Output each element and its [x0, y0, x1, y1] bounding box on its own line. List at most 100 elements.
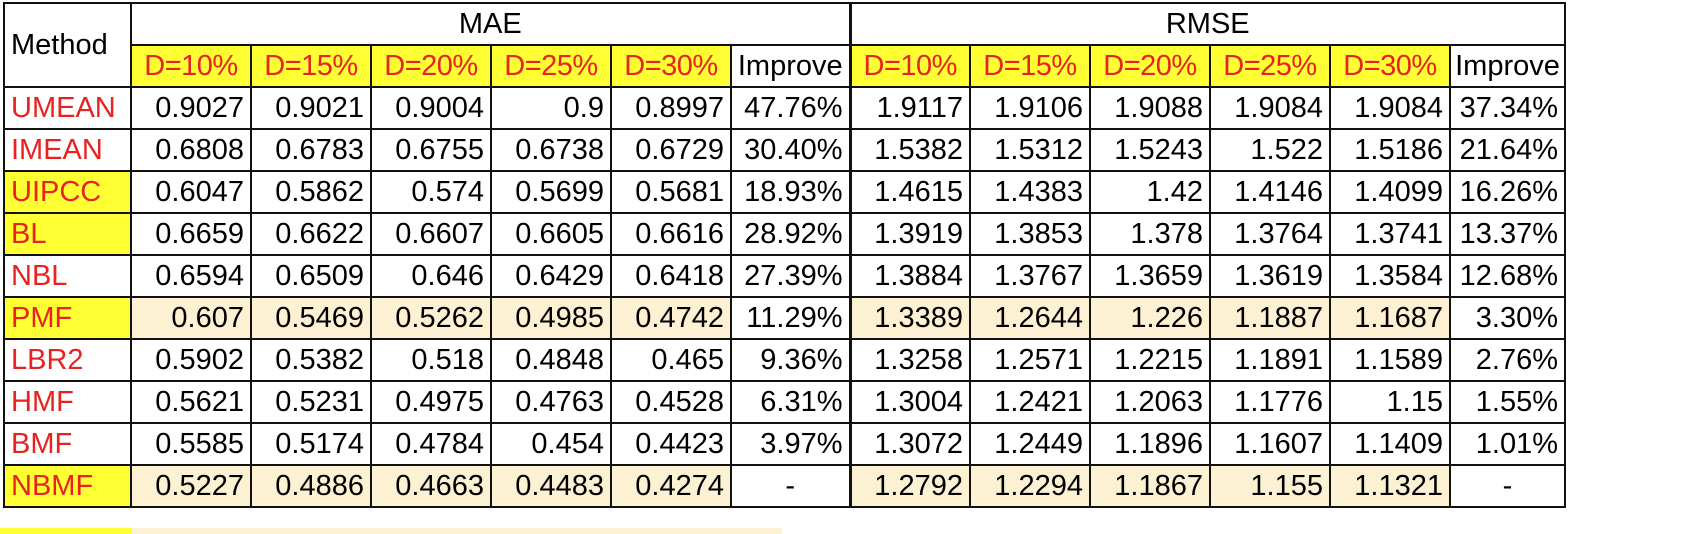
- mae-value-cell: 0.4784: [370, 422, 492, 466]
- rmse-value-cell: 1.9088: [1089, 86, 1211, 130]
- method-name-cell: LBR2: [3, 338, 132, 382]
- rmse-density-header: D=20%: [1089, 44, 1211, 88]
- rmse-value-cell: 1.3659: [1089, 254, 1211, 298]
- mae-value-cell: 0.6616: [610, 212, 732, 256]
- rmse-improve-cell: 13.37%: [1449, 212, 1566, 256]
- method-name-cell: HMF: [3, 380, 132, 424]
- rmse-value-cell: 1.1687: [1329, 296, 1451, 340]
- mae-value-cell: 0.6607: [370, 212, 492, 256]
- rmse-group-header: RMSE: [848, 2, 1566, 46]
- mae-density-header: D=30%: [610, 44, 732, 88]
- mae-value-cell: 0.8997: [610, 86, 732, 130]
- rmse-value-cell: 1.5382: [848, 128, 971, 172]
- method-name-cell: PMF: [3, 296, 132, 340]
- mae-value-cell: 0.5262: [370, 296, 492, 340]
- mae-density-header: D=15%: [250, 44, 372, 88]
- mae-improve-cell: 28.92%: [730, 212, 851, 256]
- method-name-cell: BMF: [3, 422, 132, 466]
- mae-improve-cell: 6.31%: [730, 380, 851, 424]
- rmse-value-cell: 1.4146: [1209, 170, 1331, 214]
- mae-value-cell: 0.5174: [250, 422, 372, 466]
- rmse-value-cell: 1.2294: [969, 464, 1091, 508]
- rmse-improve-cell: 2.76%: [1449, 338, 1566, 382]
- rmse-improve-cell: 1.01%: [1449, 422, 1566, 466]
- table-row: UIPCC 0.6047 0.5862 0.574 0.5699 0.5681 18.93%…: [3, 170, 1566, 214]
- mae-value-cell: 0.4742: [610, 296, 732, 340]
- mae-value-cell: 0.6605: [490, 212, 612, 256]
- rmse-improve-cell: -: [1449, 464, 1566, 508]
- table-row: NBL 0.6594 0.6509 0.646 0.6429 0.6418 27.39% 1.…: [3, 254, 1566, 298]
- rmse-value-cell: 1.3258: [848, 338, 971, 382]
- mae-value-cell: 0.4274: [610, 464, 732, 508]
- mae-value-cell: 0.5621: [130, 380, 252, 424]
- rmse-value-cell: 1.4099: [1329, 170, 1451, 214]
- table-row: BL 0.6659 0.6622 0.6607 0.6605 0.6616 28.92% 1.…: [3, 212, 1566, 256]
- mae-density-header: D=25%: [490, 44, 612, 88]
- method-name-cell: BL: [3, 212, 132, 256]
- header-row-groups: Method MAE RMSE: [3, 2, 1566, 88]
- rmse-value-cell: 1.1589: [1329, 338, 1451, 382]
- mae-value-cell: 0.6622: [250, 212, 372, 256]
- mae-value-cell: 0.6729: [610, 128, 732, 172]
- rmse-value-cell: 1.4615: [848, 170, 971, 214]
- mae-value-cell: 0.4985: [490, 296, 612, 340]
- mae-value-cell: 0.5699: [490, 170, 612, 214]
- mae-density-header: D=20%: [370, 44, 492, 88]
- rmse-value-cell: 1.3919: [848, 212, 971, 256]
- mae-improve-cell: 3.97%: [730, 422, 851, 466]
- rmse-value-cell: 1.2792: [848, 464, 971, 508]
- rmse-value-cell: 1.2644: [969, 296, 1091, 340]
- rmse-value-cell: 1.15: [1329, 380, 1451, 424]
- mae-value-cell: 0.6738: [490, 128, 612, 172]
- rmse-value-cell: 1.378: [1089, 212, 1211, 256]
- mae-value-cell: 0.4886: [250, 464, 372, 508]
- rmse-value-cell: 1.42: [1089, 170, 1211, 214]
- mae-improve-cell: 18.93%: [730, 170, 851, 214]
- rmse-value-cell: 1.1896: [1089, 422, 1211, 466]
- method-name-cell: NBL: [3, 254, 132, 298]
- method-header: Method: [3, 2, 132, 88]
- rmse-improve-cell: 21.64%: [1449, 128, 1566, 172]
- rmse-value-cell: 1.3884: [848, 254, 971, 298]
- table-row: BMF 0.5585 0.5174 0.4784 0.454 0.4423 3.97% 1.3…: [3, 422, 1566, 466]
- rmse-value-cell: 1.3764: [1209, 212, 1331, 256]
- mae-value-cell: 0.5902: [130, 338, 252, 382]
- mae-value-cell: 0.4975: [370, 380, 492, 424]
- mae-value-cell: 0.9004: [370, 86, 492, 130]
- mae-value-cell: 0.4483: [490, 464, 612, 508]
- rmse-density-header: D=25%: [1209, 44, 1331, 88]
- mae-improve-header: Improve: [730, 44, 851, 88]
- rmse-value-cell: 1.3389: [848, 296, 971, 340]
- rmse-value-cell: 1.3072: [848, 422, 971, 466]
- mae-value-cell: 0.454: [490, 422, 612, 466]
- method-name-cell: NBMF: [3, 464, 132, 508]
- mae-value-cell: 0.6429: [490, 254, 612, 298]
- rmse-value-cell: 1.2571: [969, 338, 1091, 382]
- mae-improve-cell: 47.76%: [730, 86, 851, 130]
- mae-value-cell: 0.5862: [250, 170, 372, 214]
- rmse-value-cell: 1.9117: [848, 86, 971, 130]
- mae-value-cell: 0.9027: [130, 86, 252, 130]
- rmse-value-cell: 1.9084: [1209, 86, 1331, 130]
- mae-value-cell: 0.465: [610, 338, 732, 382]
- rmse-value-cell: 1.2449: [969, 422, 1091, 466]
- mae-improve-cell: 9.36%: [730, 338, 851, 382]
- rmse-density-header: D=15%: [969, 44, 1091, 88]
- mae-value-cell: 0.5231: [250, 380, 372, 424]
- mae-improve-cell: -: [730, 464, 851, 508]
- mae-improve-cell: 11.29%: [730, 296, 851, 340]
- mae-value-cell: 0.4423: [610, 422, 732, 466]
- rmse-improve-header: Improve: [1449, 44, 1566, 88]
- rmse-value-cell: 1.3619: [1209, 254, 1331, 298]
- rmse-value-cell: 1.1409: [1329, 422, 1451, 466]
- mae-value-cell: 0.4528: [610, 380, 732, 424]
- mae-value-cell: 0.607: [130, 296, 252, 340]
- rmse-value-cell: 1.226: [1089, 296, 1211, 340]
- rmse-improve-cell: 16.26%: [1449, 170, 1566, 214]
- method-name-cell: IMEAN: [3, 128, 132, 172]
- mae-density-header: D=10%: [130, 44, 252, 88]
- rmse-value-cell: 1.5312: [969, 128, 1091, 172]
- method-name-cell: UMEAN: [3, 86, 132, 130]
- mae-value-cell: 0.6783: [250, 128, 372, 172]
- rmse-improve-cell: 1.55%: [1449, 380, 1566, 424]
